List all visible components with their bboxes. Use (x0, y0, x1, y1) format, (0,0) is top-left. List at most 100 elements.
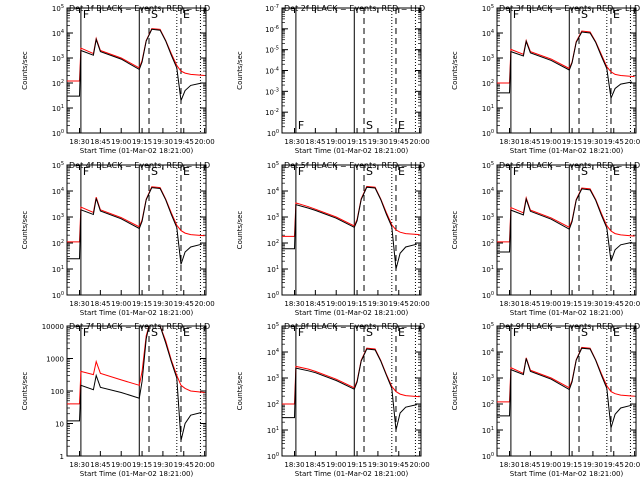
x-tick-label: 19:00 (326, 138, 346, 146)
series-line-red (497, 30, 635, 84)
y-tick-label: 103 (482, 213, 494, 222)
y-tick-label: 102 (52, 79, 64, 88)
y-tick-label: 101 (52, 265, 64, 274)
y-tick-label: 102 (482, 79, 494, 88)
y-tick-label: 102 (267, 400, 279, 409)
time-marker-label: F (513, 8, 519, 21)
series-line-black (282, 186, 417, 270)
series-line-black (67, 28, 202, 103)
y-tick-label: 105 (482, 161, 494, 170)
x-tick-label: 18:30 (69, 300, 89, 308)
y-tick-label: 103 (52, 213, 64, 222)
x-tick-label: 19:00 (541, 461, 561, 469)
x-tick-label: 19:00 (111, 461, 131, 469)
y-tick-label: 105 (482, 322, 494, 331)
time-marker-label: S (581, 326, 588, 339)
x-tick-label: 20:00 (195, 138, 215, 146)
y-tick-label: 104 (52, 187, 64, 196)
y-tick-label: 103 (482, 54, 494, 63)
time-marker-label: S (366, 165, 373, 178)
x-tick-label: 19:30 (368, 138, 388, 146)
y-axis-label: Counts/sec (236, 51, 244, 90)
x-tick-label: 20:00 (410, 138, 430, 146)
x-tick-label: 20:00 (410, 300, 430, 308)
y-tick-label: 105 (52, 4, 64, 13)
x-axis-label: Start Time (01-Mar-02 18:21:00) (510, 470, 624, 478)
plot-frame (281, 7, 422, 134)
y-tick-label: 100 (52, 291, 64, 300)
time-marker-label: S (151, 8, 158, 21)
x-tick-label: 19:45 (389, 138, 409, 146)
time-marker-label: E (398, 119, 405, 132)
y-tick-label: 102 (52, 239, 64, 248)
x-tick-label: 18:30 (499, 300, 519, 308)
x-tick-label: 18:45 (90, 300, 110, 308)
plot-frame (281, 164, 422, 296)
y-tick-label: 100 (52, 129, 64, 138)
x-tick-label: 19:45 (604, 300, 624, 308)
y-axis-label: Counts/sec (451, 211, 459, 250)
time-marker-label: E (613, 165, 620, 178)
y-tick-label: 104 (267, 348, 279, 357)
plot-frame (66, 164, 207, 296)
y-tick-label: 101 (52, 104, 64, 113)
y-tick-label: 104 (482, 348, 494, 357)
x-tick-label: 19:15 (562, 461, 582, 469)
time-marker-label: F (298, 119, 304, 132)
y-axis-label: Counts/sec (21, 51, 29, 90)
series-line-red (497, 346, 635, 403)
x-tick-label: 18:30 (69, 461, 89, 469)
x-tick-label: 19:00 (541, 138, 561, 146)
detector-panel-5: Det 5f BLACK = Events, RED = LLD18:3018:… (236, 161, 430, 317)
y-tick-label: 100 (267, 452, 279, 461)
x-axis-label: Start Time (01-Mar-02 18:21:00) (510, 309, 624, 317)
time-marker-label: F (83, 326, 89, 339)
series-line-black (497, 31, 632, 100)
x-tick-label: 19:30 (368, 461, 388, 469)
detector-panel-4: Det 4f BLACK = Events, RED = LLD18:3018:… (21, 161, 215, 317)
x-tick-label: 19:15 (132, 461, 152, 469)
plot-frame (496, 7, 637, 134)
series-line-black (497, 347, 632, 429)
x-tick-label: 19:15 (347, 300, 367, 308)
y-axis-label: Counts/sec (451, 51, 459, 90)
x-tick-label: 19:45 (389, 461, 409, 469)
x-tick-label: 19:00 (326, 300, 346, 308)
y-tick-label: 10-3 (265, 87, 279, 96)
x-tick-label: 20:00 (625, 138, 640, 146)
plot-frame (496, 164, 637, 296)
x-tick-label: 19:30 (583, 461, 603, 469)
x-tick-label: 18:45 (520, 461, 540, 469)
detector-panel-1: Det 1f BLACK = Events, RED = LLD18:3018:… (21, 4, 215, 155)
x-tick-label: 18:45 (520, 138, 540, 146)
y-tick-label: 1 (60, 453, 64, 461)
y-tick-label: 101 (482, 104, 494, 113)
x-tick-label: 18:30 (284, 300, 304, 308)
time-marker-label: S (366, 119, 373, 132)
x-tick-label: 19:15 (132, 300, 152, 308)
series-line-red (67, 28, 205, 82)
time-marker-label: E (398, 165, 405, 178)
y-tick-label: 103 (52, 54, 64, 63)
x-tick-label: 20:00 (410, 461, 430, 469)
time-marker-label: S (151, 326, 158, 339)
y-tick-label: 101 (482, 265, 494, 274)
y-tick-label: 100 (482, 291, 494, 300)
x-axis-label: Start Time (01-Mar-02 18:21:00) (295, 147, 409, 155)
x-tick-label: 19:15 (347, 461, 367, 469)
x-tick-label: 19:45 (604, 138, 624, 146)
time-marker-label: F (298, 165, 304, 178)
series-line-black (497, 188, 632, 262)
y-tick-label: 102 (267, 239, 279, 248)
x-tick-label: 18:45 (90, 138, 110, 146)
y-tick-label: 101 (267, 265, 279, 274)
x-tick-label: 18:30 (284, 461, 304, 469)
series-line-red (282, 185, 420, 237)
y-tick-label: 102 (482, 239, 494, 248)
x-axis-label: Start Time (01-Mar-02 18:21:00) (295, 470, 409, 478)
time-marker-label: E (613, 326, 620, 339)
x-tick-label: 18:45 (305, 138, 325, 146)
time-marker-label: S (151, 165, 158, 178)
x-tick-label: 19:15 (562, 138, 582, 146)
x-axis-label: Start Time (01-Mar-02 18:21:00) (80, 147, 194, 155)
